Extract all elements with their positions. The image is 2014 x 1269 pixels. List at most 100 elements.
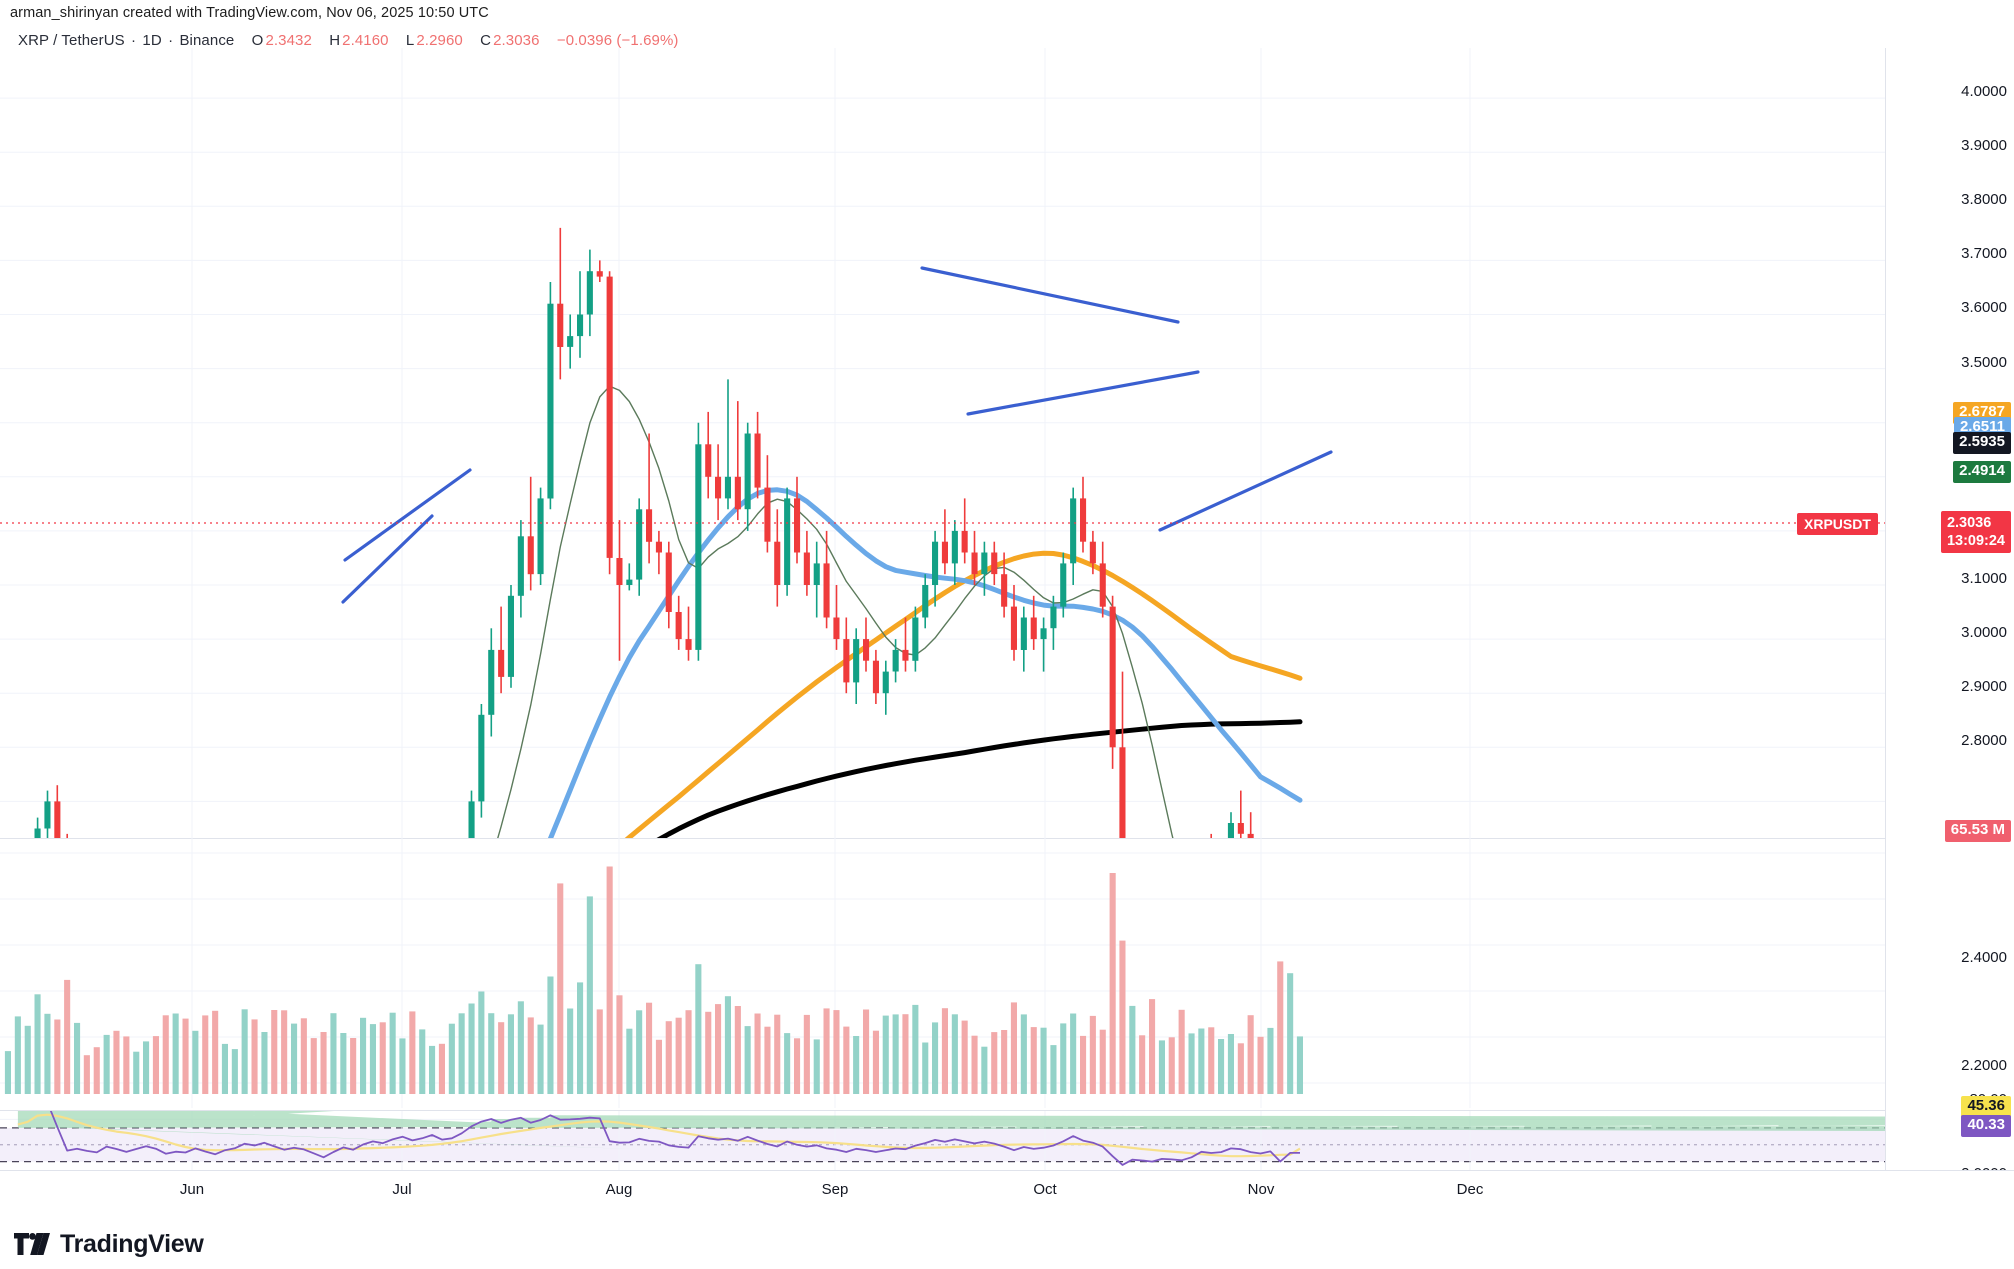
candle-body — [813, 563, 820, 585]
candle-body — [1080, 498, 1087, 542]
volume-bar — [241, 1009, 248, 1094]
candle-body — [1109, 606, 1116, 748]
legend-low-key: L — [405, 32, 415, 49]
legend-interval[interactable]: 1D — [142, 32, 162, 49]
chart-area[interactable] — [0, 48, 1885, 1170]
price-pane[interactable] — [0, 48, 1885, 838]
candle-body — [606, 276, 613, 558]
volume-bar — [774, 1014, 781, 1094]
volume-bar — [281, 1010, 288, 1094]
volume-bar — [379, 1022, 386, 1094]
volume-bar — [843, 1026, 850, 1094]
volume-bar — [113, 1030, 120, 1094]
legend-symbol[interactable]: XRP / TetherUS — [18, 32, 125, 49]
candle-body — [872, 660, 879, 694]
volume-bar — [83, 1055, 90, 1094]
volume-bar — [320, 1032, 327, 1094]
price-tick-label: 2.8000 — [1961, 732, 2007, 750]
candle-body — [932, 541, 939, 585]
trendline — [966, 370, 1200, 416]
price-tick-label: 4.0000 — [1961, 83, 2007, 100]
candle-body — [1237, 823, 1244, 834]
candle-body — [567, 336, 574, 347]
candle-body — [912, 617, 919, 661]
volume-bar — [399, 1038, 406, 1094]
tradingview-wordmark: TradingView — [60, 1230, 204, 1258]
volume-bar — [823, 1008, 830, 1094]
volume-bar — [537, 1024, 544, 1094]
last-price-tag[interactable]: 2.3036 13:09:24 — [1940, 511, 2011, 554]
price-scale[interactable]: 4.00003.90003.80003.70003.60003.50003.40… — [1885, 48, 2014, 1235]
time-tick-label: Dec — [1456, 1181, 1484, 1198]
candle-body — [1010, 606, 1017, 650]
volume-bar — [1139, 1035, 1146, 1094]
rsi-ma-line — [17, 1113, 1301, 1158]
volume-bar — [685, 1010, 692, 1094]
volume-bar — [478, 991, 485, 1094]
volume-bar — [803, 1014, 810, 1094]
candle-body — [498, 649, 505, 677]
candle-body — [774, 541, 781, 585]
price-tick-label: 3.7000 — [1961, 245, 2007, 263]
rsi-pane[interactable] — [0, 1111, 1885, 1170]
ma-medium-line — [547, 487, 1303, 838]
volume-bar — [34, 994, 41, 1094]
volume-bar — [182, 1018, 189, 1094]
volume-bar — [863, 1009, 870, 1094]
volume-bar — [1149, 999, 1156, 1094]
volume-bar — [202, 1015, 209, 1094]
price-tick-label: 2.9000 — [1961, 678, 2007, 696]
legend-close-value: 2.3036 — [493, 32, 540, 49]
legend-high-value: 2.4160 — [342, 32, 389, 49]
volume-bar — [1129, 1005, 1136, 1094]
volume-bar — [932, 1022, 939, 1094]
candle-body — [1070, 498, 1077, 564]
price-tick-label: 3.1000 — [1961, 569, 2007, 587]
volume-pane[interactable] — [0, 838, 1885, 1108]
candle-body — [54, 801, 61, 838]
candle-body — [616, 558, 623, 585]
legend-close-key: C — [480, 32, 492, 49]
bar-countdown: 13:09:24 — [1946, 533, 2005, 550]
time-tick-label: Jun — [179, 1181, 205, 1198]
candle-body — [1060, 563, 1067, 607]
candle-body — [44, 801, 51, 829]
volume-bar — [468, 1003, 475, 1094]
candle-body — [784, 498, 791, 585]
ma-thin-line — [497, 385, 1174, 838]
candle-body — [507, 595, 514, 677]
candle-body — [744, 433, 751, 510]
candle-body — [34, 828, 41, 838]
candle-body — [734, 476, 741, 510]
candle-body — [626, 579, 633, 585]
volume-bar — [557, 883, 564, 1094]
volume-bar — [350, 1038, 357, 1094]
time-scale[interactable]: Jun Jul Aug Sep Oct Nov Dec — [0, 1170, 2014, 1216]
legend-exchange[interactable]: Binance — [179, 32, 235, 49]
rsi-pane-canvas — [0, 1111, 1885, 1170]
ma-green-badge: 2.4914 — [1953, 461, 2011, 483]
price-tick-label: 2.4000 — [1961, 948, 2007, 966]
volume-pane-canvas — [0, 838, 1885, 1108]
volume-bar — [310, 1038, 317, 1094]
volume-bar — [655, 1039, 662, 1094]
volume-bar — [1267, 1027, 1274, 1094]
volume-series — [4, 866, 1303, 1094]
trendline — [343, 468, 472, 562]
candle-body — [951, 530, 958, 564]
volume-bar — [143, 1041, 150, 1094]
candle-body — [892, 649, 899, 672]
volume-bar — [1089, 1015, 1096, 1094]
attribution-text: arman_shirinyan created with TradingView… — [10, 5, 489, 21]
volume-bar — [330, 1013, 337, 1094]
candle-body — [961, 530, 968, 553]
volume-bar — [734, 1006, 741, 1094]
price-tick-label: 3.5000 — [1961, 353, 2007, 371]
volume-bar — [1001, 1030, 1008, 1094]
volume-bar — [123, 1036, 130, 1094]
volume-bar — [961, 1020, 968, 1094]
time-tick-label: Aug — [605, 1181, 633, 1198]
tradingview-logo[interactable]: TradingView — [14, 1230, 204, 1259]
volume-bar — [340, 1033, 347, 1094]
